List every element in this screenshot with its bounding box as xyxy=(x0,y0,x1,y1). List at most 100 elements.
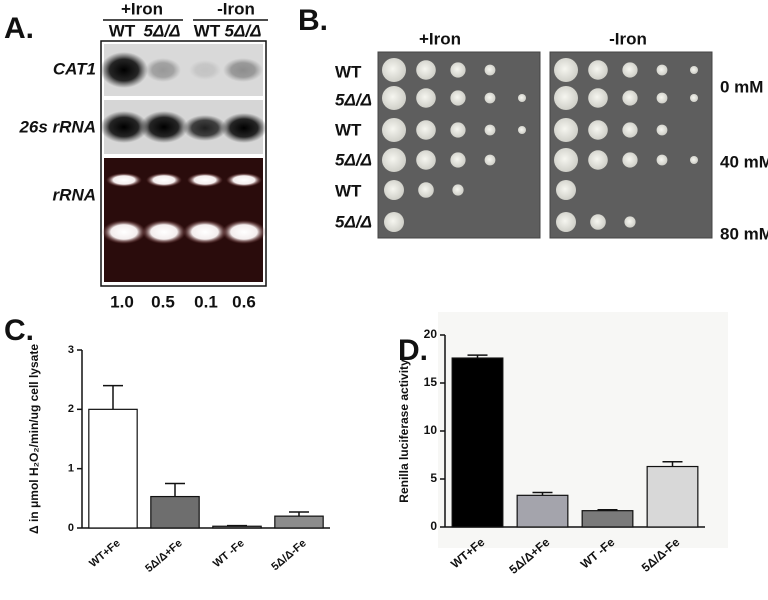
yeast-spot xyxy=(484,124,496,136)
y-tick-label: 10 xyxy=(424,423,438,437)
concentration-label: 0 mM xyxy=(720,77,763,96)
y-tick-label: 1 xyxy=(68,463,74,475)
yeast-spot xyxy=(624,216,636,228)
bar xyxy=(516,494,569,528)
error-bar xyxy=(165,482,185,497)
yeast-spot xyxy=(416,88,436,108)
y-tick-label: 20 xyxy=(424,327,438,341)
group-label: -Iron xyxy=(217,0,255,18)
yeast-spot xyxy=(382,58,406,82)
yeast-spot xyxy=(656,124,668,136)
yeast-spot xyxy=(590,214,606,230)
band xyxy=(223,58,263,82)
band xyxy=(189,60,221,80)
panel-a: A. +Iron -Iron WT 5Δ/Δ WT 5Δ/Δ CAT1 26s … xyxy=(4,0,268,311)
yeast-spot xyxy=(656,92,668,104)
yeast-spot xyxy=(554,58,578,82)
panel-label: A. xyxy=(4,12,34,45)
yeast-spot xyxy=(556,212,576,232)
band xyxy=(100,52,148,88)
error-bar xyxy=(227,524,247,527)
bar xyxy=(88,408,138,529)
yeast-spot xyxy=(622,90,638,106)
yeast-spot xyxy=(384,212,404,232)
panel-b: B. +Iron -Iron WT 5Δ/Δ WT 5Δ/Δ WT 5Δ/Δ 0… xyxy=(298,4,768,244)
error-bar xyxy=(103,384,123,410)
panel-label: C. xyxy=(4,314,34,347)
concentration-label: 80 mM xyxy=(720,224,768,243)
lane-label: WT xyxy=(109,21,136,40)
row-label: rRNA xyxy=(53,185,96,204)
yeast-spot xyxy=(690,94,698,102)
bar xyxy=(274,515,324,529)
band xyxy=(145,58,181,82)
error-bar xyxy=(662,460,683,467)
lane-label: WT xyxy=(194,21,221,40)
quant-label: 1.0 xyxy=(110,292,134,311)
y-tick-label: 2 xyxy=(68,403,74,415)
bar xyxy=(581,510,634,528)
yeast-spot xyxy=(656,154,668,166)
yeast-spot xyxy=(556,180,576,200)
lane-label: 5Δ/Δ xyxy=(143,21,180,40)
band xyxy=(100,111,148,143)
yeast-spot xyxy=(450,152,466,168)
row-label: 5Δ/Δ xyxy=(335,212,372,231)
row-label: 5Δ/Δ xyxy=(335,90,372,109)
row-label: CAT1 xyxy=(53,59,96,78)
yeast-spot xyxy=(690,156,698,164)
x-tick-label: WT+Fe xyxy=(87,537,123,570)
y-tick-label: 15 xyxy=(424,375,438,389)
error-bar xyxy=(532,491,553,496)
concentration-label: 40 mM xyxy=(720,152,768,171)
row-label: WT xyxy=(335,181,362,200)
quant-label: 0.6 xyxy=(232,292,256,311)
y-axis-label: Renilla luciferase activity xyxy=(397,359,411,503)
bar xyxy=(646,465,699,528)
error-bar xyxy=(597,508,618,511)
row-label: 5Δ/Δ xyxy=(335,150,372,169)
y-tick-label: 0 xyxy=(430,519,437,533)
panel-label: D. xyxy=(398,334,428,367)
lane-label: 5Δ/Δ xyxy=(224,21,261,40)
plate-label: -Iron xyxy=(609,29,647,48)
band xyxy=(140,111,188,143)
quant-label: 0.1 xyxy=(194,292,218,311)
band xyxy=(183,115,227,141)
bar xyxy=(451,357,504,528)
row-label: WT xyxy=(335,120,362,139)
gel-bands xyxy=(102,173,266,244)
yeast-spot xyxy=(416,150,436,170)
x-tick-label: 5Δ/Δ+Fe xyxy=(143,537,185,575)
yeast-spot xyxy=(622,122,638,138)
yeast-spot xyxy=(484,154,496,166)
y-tick-label: 3 xyxy=(68,344,74,356)
yeast-spot xyxy=(588,150,608,170)
yeast-spot xyxy=(450,62,466,78)
error-bar xyxy=(467,354,488,359)
yeast-spot xyxy=(418,182,434,198)
yeast-spot xyxy=(416,120,436,140)
panel-label: B. xyxy=(298,4,328,37)
yeast-spot xyxy=(588,60,608,80)
plate xyxy=(377,51,541,239)
yeast-spot xyxy=(452,184,464,196)
band xyxy=(221,113,267,143)
yeast-spot xyxy=(588,120,608,140)
yeast-spot xyxy=(622,62,638,78)
yeast-spot xyxy=(484,92,496,104)
group-label: +Iron xyxy=(121,0,163,18)
y-axis-label: Δ in μmol H₂O₂/min/ug cell lysate xyxy=(27,344,41,534)
yeast-spot xyxy=(518,94,526,102)
y-tick-label: 5 xyxy=(430,471,437,485)
yeast-spot xyxy=(588,88,608,108)
y-tick-label: 0 xyxy=(68,522,74,534)
quant-label: 0.5 xyxy=(151,292,175,311)
yeast-spot xyxy=(554,118,578,142)
row-label: 26s rRNA xyxy=(18,117,96,136)
yeast-spot xyxy=(382,118,406,142)
row-label: WT xyxy=(335,62,362,81)
yeast-spot xyxy=(450,122,466,138)
bar xyxy=(212,525,262,529)
